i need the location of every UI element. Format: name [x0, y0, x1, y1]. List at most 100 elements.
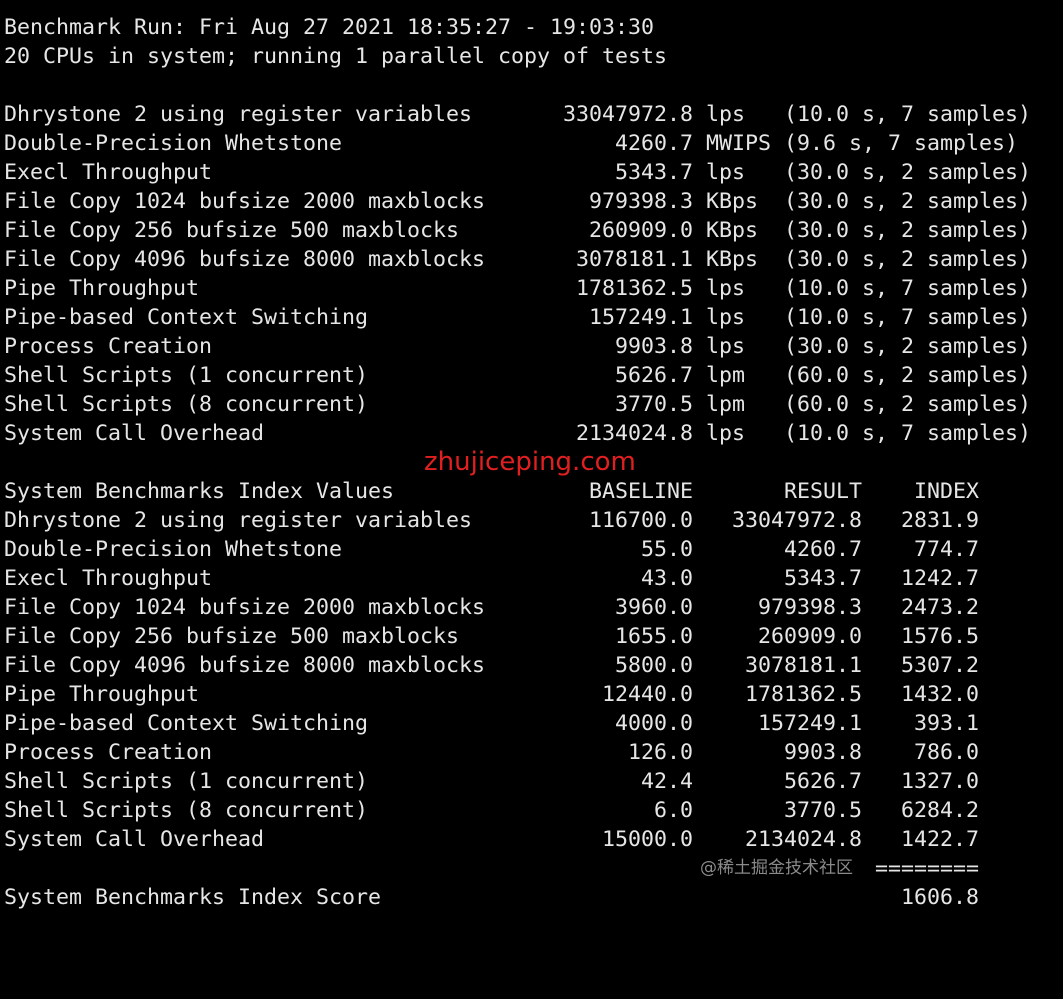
score-line: System Benchmarks Index Score 1606.8	[4, 883, 979, 912]
index-row: Execl Throughput 43.0 5343.7 1242.7	[4, 564, 979, 593]
result-row: File Copy 4096 bufsize 8000 maxblocks 307…	[4, 245, 1031, 274]
result-row: System Call Overhead 2134024.8 lps (10.0 s,…	[4, 419, 1031, 448]
index-baseline: 3960.0	[615, 595, 694, 620]
result-row: Shell Scripts (8 concurrent) 3770.5 lpm (60…	[4, 390, 1031, 419]
result-value: 1781362.5	[576, 276, 694, 301]
index-value: 1422.7	[901, 827, 980, 852]
result-name: Execl Throughput	[4, 160, 213, 185]
index-name: Dhrystone 2 using register variables	[4, 508, 473, 533]
result-value: 2134024.8	[576, 421, 694, 446]
result-detail: (30.0 s, 2 samples)	[784, 189, 1032, 214]
result-unit: lps	[706, 276, 746, 301]
index-result: 4260.7	[784, 537, 863, 562]
index-value: 2831.9	[901, 508, 980, 533]
index-result: 33047972.8	[732, 508, 863, 533]
index-col-header: INDEX	[914, 479, 980, 504]
community-watermark: @稀土掘金技术社区	[700, 858, 853, 878]
result-value: 33047972.8	[563, 102, 694, 127]
result-name: File Copy 4096 bufsize 8000 maxblocks	[4, 247, 486, 272]
index-baseline: 6.0	[654, 798, 694, 823]
result-value: 979398.3	[589, 189, 694, 214]
index-title: System Benchmarks Index Values	[4, 479, 395, 504]
index-result: 3078181.1	[745, 653, 863, 678]
index-name: Shell Scripts (1 concurrent)	[4, 769, 369, 794]
index-row: File Copy 1024 bufsize 2000 maxblocks 396…	[4, 593, 979, 622]
result-header: RESULT	[784, 479, 863, 504]
index-name: Shell Scripts (8 concurrent)	[4, 798, 369, 823]
index-result: 979398.3	[758, 595, 863, 620]
index-row: Double-Precision Whetstone 55.0 4260.7 774.…	[4, 535, 979, 564]
separator-line: ----------------------------------------…	[4, 0, 940, 13]
result-unit: lps	[706, 421, 746, 446]
index-result: 3770.5	[784, 798, 863, 823]
index-value: 1327.0	[901, 769, 980, 794]
index-name: Pipe-based Context Switching	[4, 711, 369, 736]
result-name: System Call Overhead	[4, 421, 265, 446]
result-name: Double-Precision Whetstone	[4, 131, 343, 156]
result-detail: (30.0 s, 2 samples)	[784, 247, 1032, 272]
result-name: Shell Scripts (1 concurrent)	[4, 363, 369, 388]
result-value: 3770.5	[615, 392, 694, 417]
index-row: Process Creation 126.0 9903.8 786.0	[4, 738, 979, 767]
terminal-output: ----------------------------------------…	[4, 0, 1031, 912]
index-value: 1242.7	[901, 566, 980, 591]
index-row: Shell Scripts (8 concurrent) 6.0 3770.5 628…	[4, 796, 979, 825]
index-name: System Call Overhead	[4, 827, 265, 852]
result-unit: KBps	[706, 247, 759, 272]
result-detail: (10.0 s, 7 samples)	[784, 421, 1032, 446]
site-watermark: zhujiceping.com	[424, 447, 636, 477]
index-table: Dhrystone 2 using register variables 1167…	[4, 506, 979, 854]
index-name: File Copy 256 bufsize 500 maxblocks	[4, 624, 460, 649]
index-baseline: 116700.0	[589, 508, 694, 533]
index-value: 1432.0	[901, 682, 980, 707]
result-value: 5626.7	[615, 363, 694, 388]
result-unit: lpm	[706, 363, 746, 388]
result-name: Dhrystone 2 using register variables	[4, 102, 473, 127]
index-baseline: 1655.0	[615, 624, 694, 649]
index-name: File Copy 1024 bufsize 2000 maxblocks	[4, 595, 486, 620]
result-unit: lpm	[706, 392, 746, 417]
index-name: Pipe Throughput	[4, 682, 200, 707]
index-baseline: 42.4	[641, 769, 694, 794]
result-name: File Copy 256 bufsize 500 maxblocks	[4, 218, 460, 243]
index-header: System Benchmarks Index Values BASELINE …	[4, 477, 979, 506]
index-name: Process Creation	[4, 740, 213, 765]
result-unit: MWIPS	[706, 131, 772, 156]
index-baseline: 4000.0	[615, 711, 694, 736]
result-row: File Copy 256 bufsize 500 maxblocks 26090…	[4, 216, 1031, 245]
baseline-header: BASELINE	[589, 479, 694, 504]
index-baseline: 15000.0	[602, 827, 694, 852]
result-detail: (30.0 s, 2 samples)	[784, 218, 1032, 243]
result-value: 4260.7	[615, 131, 694, 156]
index-result: 2134024.8	[745, 827, 863, 852]
index-result: 5626.7	[784, 769, 863, 794]
result-row: Pipe-based Context Switching 157249.1 lps (…	[4, 303, 1031, 332]
result-unit: lps	[706, 305, 746, 330]
index-name: Double-Precision Whetstone	[4, 537, 343, 562]
results-list: Dhrystone 2 using register variables 3304…	[4, 100, 1031, 448]
index-row: File Copy 256 bufsize 500 maxblocks 1655.…	[4, 622, 979, 651]
result-unit: lps	[706, 334, 746, 359]
index-row: Dhrystone 2 using register variables 1167…	[4, 506, 979, 535]
result-unit: lps	[706, 160, 746, 185]
index-result: 157249.1	[758, 711, 863, 736]
result-name: Process Creation	[4, 334, 213, 359]
index-value: 2473.2	[901, 595, 980, 620]
result-row: File Copy 1024 bufsize 2000 maxblocks 979…	[4, 187, 1031, 216]
cpu-info-line: 20 CPUs in system; running 1 parallel co…	[4, 44, 668, 69]
index-baseline: 55.0	[641, 537, 694, 562]
result-name: Shell Scripts (8 concurrent)	[4, 392, 369, 417]
score-rule: ========	[875, 856, 980, 881]
result-row: Execl Throughput 5343.7 lps (30.0 s, 2 samp…	[4, 158, 1031, 187]
result-unit: KBps	[706, 218, 759, 243]
result-row: Dhrystone 2 using register variables 3304…	[4, 100, 1031, 129]
index-row: Shell Scripts (1 concurrent) 42.4 5626.7 13…	[4, 767, 979, 796]
result-name: Pipe Throughput	[4, 276, 200, 301]
result-name: File Copy 1024 bufsize 2000 maxblocks	[4, 189, 486, 214]
index-baseline: 5800.0	[615, 653, 694, 678]
result-row: Double-Precision Whetstone 4260.7 MWIPS (9.…	[4, 129, 1018, 158]
index-name: File Copy 4096 bufsize 8000 maxblocks	[4, 653, 486, 678]
result-value: 9903.8	[615, 334, 694, 359]
index-row: System Call Overhead 15000.0 2134024.8 1422…	[4, 825, 979, 854]
index-baseline: 43.0	[641, 566, 694, 591]
